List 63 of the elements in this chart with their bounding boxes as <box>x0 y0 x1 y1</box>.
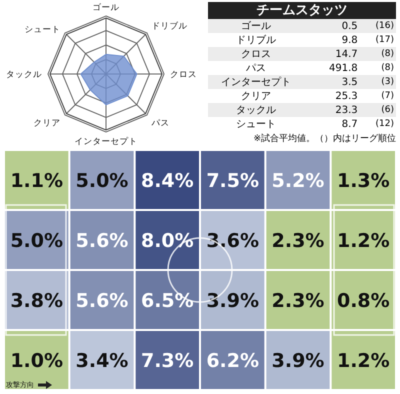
data-label: 2.3% <box>272 230 324 252</box>
data-label: (17) <box>374 34 395 47</box>
data-label: 23.3 <box>334 104 358 117</box>
table-row: パス 491.8 (8) <box>208 61 396 75</box>
data-label: 2.3% <box>272 290 324 312</box>
category-label: シュート <box>235 118 277 131</box>
data-label: 1.2% <box>336 230 390 252</box>
text: ※試合平均値。（）内はリーグ順位 <box>252 132 396 145</box>
data-label: 3.8% <box>10 290 64 312</box>
data-label: 7.5% <box>206 170 260 192</box>
data-label: 5.0% <box>10 230 64 252</box>
data-label: 1.2% <box>336 350 390 372</box>
data-label: 8.0% <box>140 230 194 252</box>
data-label: 3.6% <box>206 230 260 252</box>
table-row: ドリブル 9.8 (17) <box>208 33 396 47</box>
spoke-label: ドリブル <box>151 20 188 32</box>
spoke-label: クロス <box>170 70 197 80</box>
text: チームスタッツ <box>208 2 396 19</box>
data-label: 0.8% <box>336 290 390 312</box>
data-label: 7.3% <box>140 350 194 372</box>
data-label: 5.6% <box>76 290 128 312</box>
data-label: 3.9% <box>272 350 324 372</box>
data-label: 25.3 <box>334 90 358 103</box>
category-label: クロス <box>240 48 272 61</box>
category-label: インターセプト <box>220 76 292 89</box>
spoke-label: シュート <box>24 24 61 35</box>
category-label: クリア <box>240 90 272 103</box>
spoke-label: クリア <box>34 118 61 128</box>
data-label: (8) <box>380 48 395 61</box>
data-label: 3.4% <box>76 350 128 372</box>
spoke-label: タックル <box>6 70 42 80</box>
category-label: タックル <box>235 104 277 117</box>
data-label: (8) <box>380 62 395 75</box>
data-label: (7) <box>380 90 395 103</box>
data-label: 8.7 <box>340 118 358 131</box>
data-label: 5.0% <box>76 170 128 192</box>
data-label: 14.7 <box>334 48 358 61</box>
data-label: 1.0% <box>10 350 64 372</box>
category-label: パス <box>245 62 267 75</box>
table-row: タックル 23.3 (6) <box>208 103 396 117</box>
table-row: クリア 25.3 (7) <box>208 89 396 103</box>
data-label: 0.5 <box>340 20 358 33</box>
data-label: 5.2% <box>272 170 324 192</box>
spoke-label: インターセプト <box>74 136 138 148</box>
data-label: 6.5% <box>140 290 194 312</box>
data-label: 1.3% <box>336 170 390 192</box>
data-label: (6) <box>380 104 395 117</box>
data-label: 6.2% <box>206 350 260 372</box>
data-label: 1.1% <box>10 170 64 192</box>
data-label: 3.9% <box>206 290 260 312</box>
category-label: ゴール <box>240 20 272 33</box>
data-label: (3) <box>380 76 395 89</box>
data-label: 8.4% <box>140 170 194 192</box>
data-label: (12) <box>374 118 395 131</box>
data-label: 9.8 <box>340 34 358 47</box>
table-row: シュート 8.7 (12) <box>208 117 396 131</box>
spoke-label: パス <box>150 118 170 128</box>
data-label: 3.5 <box>340 76 358 89</box>
spoke-label: ゴール <box>92 2 120 13</box>
data-label: 5.6% <box>76 230 128 252</box>
category-label: ドリブル <box>235 34 277 47</box>
data-label: (16) <box>374 20 395 33</box>
data-label: 491.8 <box>328 62 358 75</box>
